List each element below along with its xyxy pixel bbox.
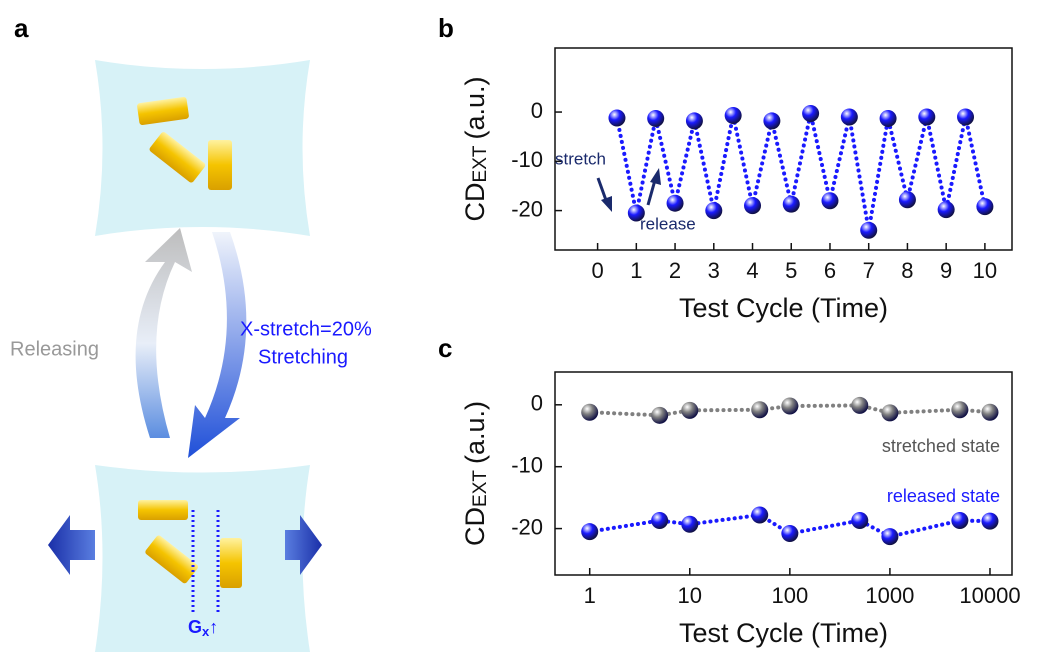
data-point (981, 512, 999, 530)
annotation-arrowhead (601, 196, 612, 212)
data-point (918, 108, 936, 126)
data-point (898, 191, 916, 209)
stretch-arrow (48, 515, 95, 575)
y-tick-label: -10 (511, 453, 543, 478)
y-axis-label-main: CD (460, 182, 490, 221)
x-tick-label: 1 (630, 258, 642, 283)
x-tick-label: 7 (863, 258, 875, 283)
x-tick-label: 0 (591, 258, 603, 283)
series-label: stretched state (882, 436, 1000, 456)
y-axis-label: CDEXT (a.u.) (460, 77, 491, 222)
x-tick-label: 100 (771, 583, 808, 608)
x-axis-label: Test Cycle (Time) (679, 618, 888, 648)
panel-label: c (438, 333, 452, 363)
data-point (751, 506, 769, 524)
y-tick-label: -10 (511, 147, 543, 172)
annotation: release (640, 214, 696, 233)
data-point (627, 204, 645, 222)
data-point (685, 112, 703, 130)
data-point (881, 528, 899, 546)
panel-label: b (438, 13, 454, 43)
release-arrow (135, 228, 192, 438)
stretch-label: X-stretch=20% (240, 318, 372, 340)
data-point (681, 515, 699, 533)
data-point (751, 401, 769, 419)
data-point (840, 108, 858, 126)
series-label: released state (887, 486, 1000, 506)
data-point (821, 192, 839, 210)
data-point (957, 108, 975, 126)
data-point (951, 401, 969, 419)
nanorod (149, 132, 206, 183)
annotation: stretch (555, 149, 606, 168)
data-point (647, 109, 665, 127)
y-axis-label-unit: (a.u.) (460, 77, 490, 140)
data-point (881, 404, 899, 422)
x-tick-label: 1000 (865, 583, 914, 608)
y-tick-label: -20 (511, 196, 543, 221)
data-point (651, 512, 669, 530)
data-point (581, 523, 599, 541)
plot-frame (554, 47, 1013, 251)
data-point (951, 512, 969, 530)
data-point (976, 198, 994, 216)
data-point (851, 396, 869, 414)
x-tick-label: 3 (708, 258, 720, 283)
y-axis-label-sub: EXT (470, 470, 491, 507)
data-point (651, 406, 669, 424)
data-point (851, 512, 869, 530)
nanorod (145, 535, 199, 584)
annotation-arrowhead (650, 168, 661, 185)
nanorod (138, 500, 188, 520)
data-point (763, 112, 781, 130)
data-point (937, 201, 955, 219)
y-axis-label: CDEXT (a.u.) (460, 401, 491, 546)
x-tick-label: 10 (678, 583, 702, 608)
film-relaxed (95, 60, 310, 236)
x-tick-label: 5 (785, 258, 797, 283)
x-tick-label: 6 (824, 258, 836, 283)
y-tick-label: -20 (511, 514, 543, 539)
data-point (879, 109, 897, 127)
data-point (744, 197, 762, 215)
data-point (681, 401, 699, 419)
annotation-arrow (646, 179, 657, 206)
x-tick-label: 10000 (959, 583, 1020, 608)
nanorod (208, 140, 232, 190)
data-point (781, 525, 799, 543)
x-tick-label: 1 (584, 583, 596, 608)
x-tick-label: 10 (973, 258, 997, 283)
data-point (860, 221, 878, 239)
x-axis-label: Test Cycle (Time) (679, 293, 888, 323)
x-tick-label: 9 (940, 258, 952, 283)
y-axis-label-unit: (a.u.) (460, 401, 490, 464)
plot-frame (554, 371, 1013, 576)
y-tick-label: 0 (531, 98, 543, 123)
data-point (981, 403, 999, 421)
y-axis-label-main: CD (460, 507, 490, 546)
data-point (608, 109, 626, 127)
data-point (581, 403, 599, 421)
releasing-label: Releasing (10, 338, 99, 360)
y-tick-label: 0 (531, 391, 543, 416)
series-line (614, 113, 987, 231)
data-point (781, 397, 799, 415)
x-tick-label: 8 (901, 258, 913, 283)
gap-label: Gx↑ (188, 617, 218, 640)
nanorod (220, 538, 242, 588)
nanorod (137, 97, 189, 125)
data-point (802, 105, 820, 123)
x-tick-label: 4 (746, 258, 758, 283)
data-point (666, 194, 684, 212)
x-tick-label: 2 (669, 258, 681, 283)
data-point (724, 106, 742, 124)
stretch-label: Stretching (258, 346, 348, 368)
data-point (782, 195, 800, 213)
stretch-arrow (285, 515, 322, 575)
y-axis-label-sub: EXT (470, 145, 491, 182)
stretch-arrow (188, 232, 247, 458)
panel-label: a (14, 13, 29, 43)
data-point (705, 202, 723, 220)
